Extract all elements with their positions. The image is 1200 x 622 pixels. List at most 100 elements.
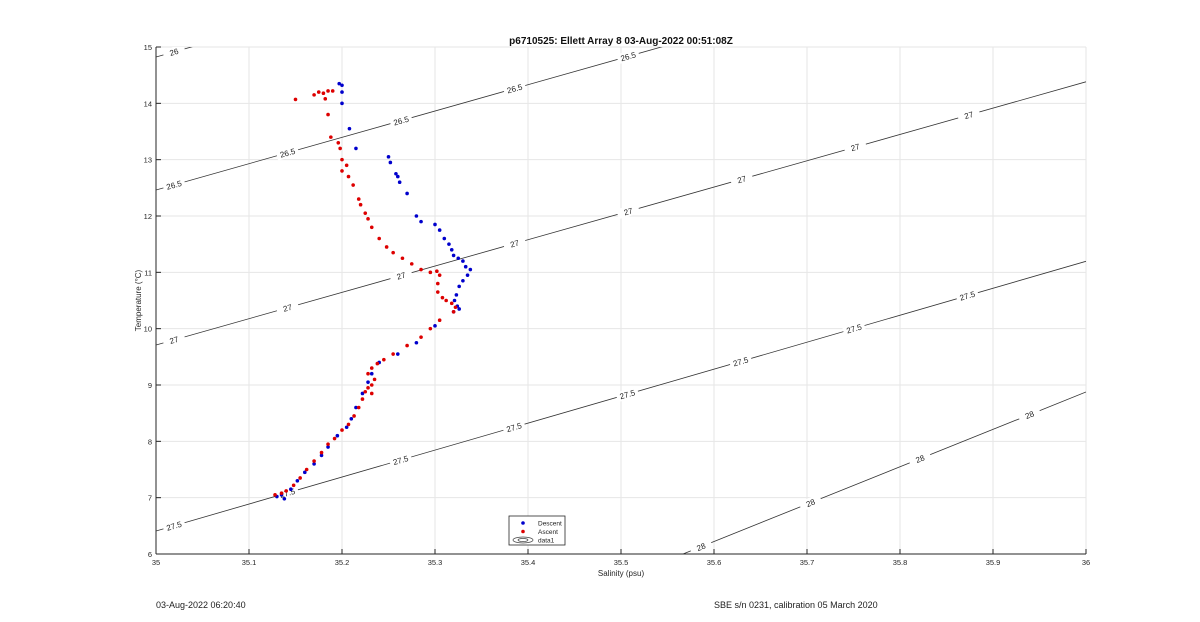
data-point — [372, 377, 377, 382]
contour-label: 26 — [169, 47, 181, 58]
x-tick-label: 35.6 — [707, 558, 722, 567]
contour-label: 27.5 — [165, 520, 183, 533]
data-point — [457, 307, 461, 311]
contour-label: 27 — [169, 335, 181, 346]
footer-timestamp: 03-Aug-2022 06:20:40 — [156, 600, 246, 610]
contour-label-bg — [798, 494, 823, 512]
data-point — [375, 361, 380, 366]
legend-marker-ascent — [521, 529, 525, 534]
contour-label-bg — [502, 419, 526, 436]
data-point — [396, 174, 400, 179]
series-ascent — [273, 89, 458, 497]
data-point — [303, 470, 307, 475]
data-point — [291, 483, 296, 488]
data-point — [449, 248, 454, 252]
data-point — [312, 462, 316, 466]
data-point — [456, 256, 461, 261]
data-point — [354, 146, 358, 151]
contour-label: 27.5 — [505, 421, 523, 434]
data-point — [340, 101, 344, 106]
contour-label: 28 — [1024, 409, 1036, 421]
data-point — [435, 281, 440, 286]
data-point — [344, 163, 349, 168]
data-point — [358, 202, 363, 207]
data-point — [461, 259, 465, 263]
contour-line — [682, 391, 1086, 554]
contour-label: 28 — [695, 541, 707, 553]
data-point — [369, 371, 374, 376]
y-tick-label: 7 — [148, 494, 152, 503]
data-point — [449, 301, 454, 306]
data-point — [346, 174, 351, 179]
contour-label-bg — [162, 177, 186, 193]
axes: 35 35.1 35.2 35.3 35.4 35.5 35.6 35.7 35.8 35.9 36… — [144, 43, 1091, 567]
data-point — [366, 380, 370, 384]
data-point — [340, 83, 344, 88]
contour-label: 28 — [805, 497, 817, 509]
data-point — [405, 343, 409, 348]
y-tick-label: 15 — [144, 43, 152, 52]
data-point — [414, 340, 419, 345]
data-point — [346, 422, 351, 427]
contour-label: 27 — [509, 238, 521, 249]
x-tick-label: 35 — [152, 558, 160, 567]
contour-27: 27 27 27 27 27 27 27 27 — [156, 81, 1086, 348]
y-tick-label: 12 — [144, 212, 152, 221]
contour-label: 26.5 — [279, 147, 297, 160]
chart-title: p6710525: Ellett Array 8 03-Aug-2022 00:… — [509, 36, 733, 47]
data-point — [304, 467, 309, 472]
footer-calibration: SBE s/n 0231, calibration 05 March 2020 — [714, 600, 878, 610]
contour-label: 27.5 — [619, 388, 637, 401]
data-point — [451, 309, 456, 314]
contour-label: 27.5 — [845, 322, 863, 335]
data-point — [293, 97, 298, 102]
data-point — [312, 93, 316, 97]
data-point — [351, 183, 355, 187]
data-point — [419, 267, 423, 272]
data-point — [369, 366, 374, 370]
data-point — [457, 284, 461, 289]
contour-label-bg — [616, 203, 641, 220]
data-point — [329, 135, 333, 139]
data-point — [312, 459, 316, 463]
data-point — [356, 405, 361, 410]
data-point — [284, 489, 289, 493]
data-point — [352, 414, 356, 418]
contour-label-bg — [162, 517, 186, 534]
data-point — [433, 222, 437, 227]
data-point — [344, 425, 349, 430]
data-point — [349, 417, 354, 421]
data-point — [354, 405, 358, 410]
data-point — [465, 273, 470, 277]
y-tick-label: 13 — [144, 156, 152, 165]
data-point — [463, 264, 468, 269]
contour-label-bg — [275, 144, 300, 161]
y-axis-label: Temperature (°C) — [134, 269, 143, 331]
data-point — [347, 126, 352, 131]
data-point — [340, 169, 344, 173]
contour-label: 27 — [623, 206, 635, 217]
data-point — [330, 89, 335, 93]
data-point — [363, 211, 368, 215]
data-point — [326, 442, 330, 446]
contour-label-bg — [842, 320, 866, 337]
contour-label-bg — [955, 287, 980, 304]
contour-label: 27 — [396, 270, 408, 281]
data-point — [321, 91, 326, 95]
data-point — [447, 242, 451, 246]
data-point — [400, 256, 405, 261]
contour-label: 26.5 — [392, 115, 410, 128]
contour-label-bg — [502, 80, 527, 97]
x-tick-label: 35.1 — [242, 558, 257, 567]
data-point — [433, 324, 437, 328]
x-tick-label: 35.2 — [335, 558, 350, 567]
data-point — [366, 371, 370, 376]
contour-label: 28 — [914, 453, 926, 465]
contour-27-5: 27.527.527.527.527.527.527.527.5 — [156, 260, 1086, 534]
data-point — [391, 250, 395, 255]
density-contours: 2626.526.526.526.526.5272727272727272727… — [156, 47, 1086, 554]
data-point — [326, 89, 330, 93]
data-point — [323, 97, 328, 101]
data-point — [340, 157, 344, 162]
data-point — [356, 197, 361, 201]
